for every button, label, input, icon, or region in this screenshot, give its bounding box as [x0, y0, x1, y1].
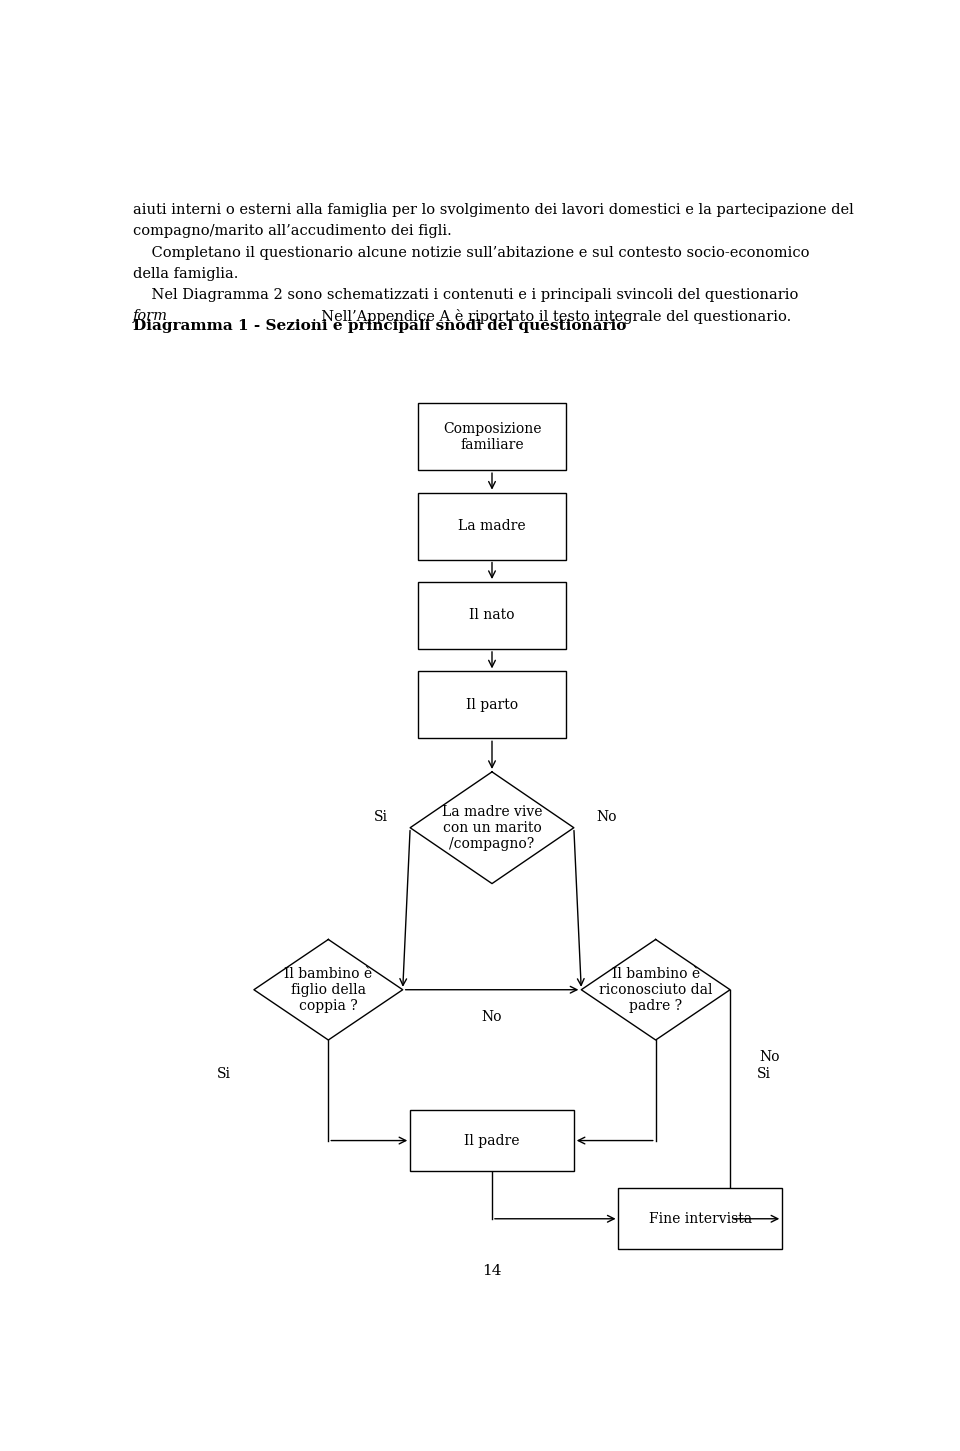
- Text: della famiglia.: della famiglia.: [133, 267, 239, 281]
- Bar: [418, 672, 566, 739]
- Text: Composizione
familiare: Composizione familiare: [443, 422, 541, 451]
- Bar: [618, 1188, 782, 1249]
- Bar: [418, 403, 566, 470]
- Text: Diagramma 1 - Sezioni e principali snodi del questionario: Diagramma 1 - Sezioni e principali snodi…: [133, 319, 632, 334]
- Text: compagno/marito all’accudimento dei figli.: compagno/marito all’accudimento dei figl…: [133, 225, 452, 238]
- Text: No: No: [760, 1049, 780, 1064]
- Text: Il bambino è
riconosciuto dal
padre ?: Il bambino è riconosciuto dal padre ?: [599, 966, 712, 1013]
- Text: Si: Si: [373, 810, 388, 824]
- Text: Si: Si: [756, 1066, 771, 1081]
- Bar: [418, 492, 566, 560]
- Text: form: form: [133, 309, 168, 324]
- Text: No: No: [482, 1010, 502, 1024]
- Text: La madre vive
con un marito
/compagno?: La madre vive con un marito /compagno?: [442, 804, 542, 850]
- Text: Il nato: Il nato: [469, 608, 515, 622]
- Text: Fine intervista: Fine intervista: [649, 1212, 752, 1226]
- Text: Il bambino è
figlio della
coppia ?: Il bambino è figlio della coppia ?: [284, 966, 372, 1013]
- Text: Nel Diagramma 2 sono schematizzati i contenuti e i principali svincoli del quest: Nel Diagramma 2 sono schematizzati i con…: [133, 289, 804, 302]
- Text: Completano il questionario alcune notizie sull’abitazione e sul contesto socio-e: Completano il questionario alcune notizi…: [133, 245, 810, 260]
- Text: La madre: La madre: [458, 519, 526, 533]
- Bar: [410, 1110, 574, 1171]
- Text: . Nell’Appendice A è riportato il testo integrale del questionario.: . Nell’Appendice A è riportato il testo …: [311, 309, 791, 325]
- Text: Il padre: Il padre: [465, 1133, 519, 1148]
- Bar: [418, 582, 566, 649]
- Text: No: No: [596, 810, 616, 824]
- Text: aiuti interni o esterni alla famiglia per lo svolgimento dei lavori domestici e : aiuti interni o esterni alla famiglia pe…: [133, 203, 854, 218]
- Text: Si: Si: [217, 1066, 231, 1081]
- Text: Il parto: Il parto: [466, 698, 518, 712]
- Text: 14: 14: [482, 1264, 502, 1278]
